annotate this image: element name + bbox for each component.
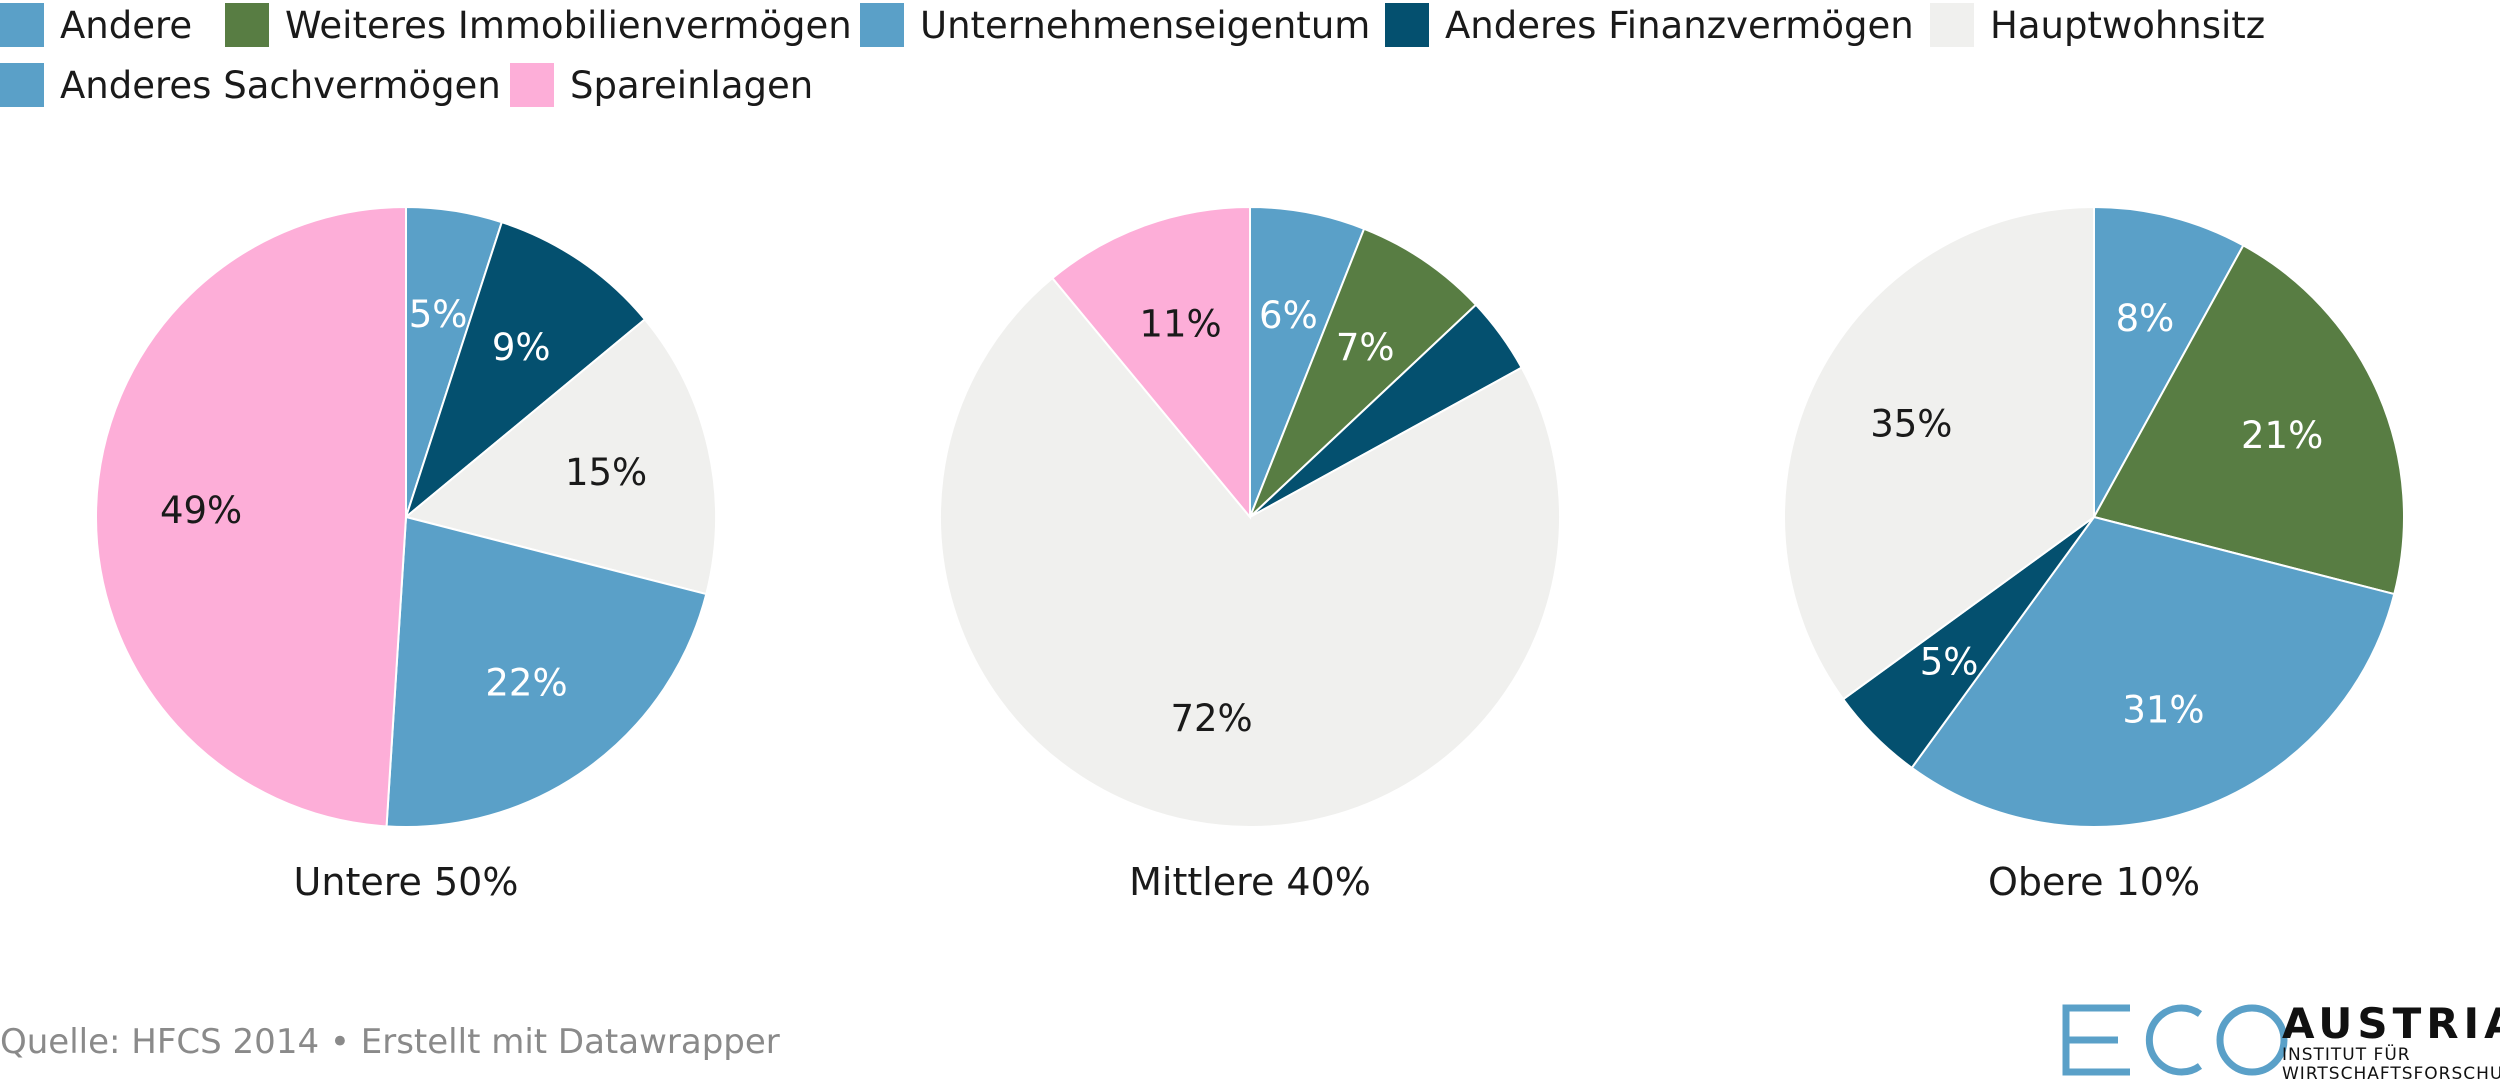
pie-slice [95, 205, 407, 828]
pie-title: Mittlere 40% [1129, 860, 1371, 904]
legend-item: Hauptwohnsitz [1930, 2, 2265, 48]
source-note: Quelle: HFCS 2014 • Erstellt mit Datawra… [0, 1022, 780, 1062]
pie-slice [385, 515, 708, 828]
pie-chart: 8% 21% 31% 5% 35% Obere 10% [1783, 205, 2405, 904]
legend-item: Spareinlagen [510, 62, 813, 108]
logo-line-2: WIRTSCHAFTSFORSCHUNG [2282, 1064, 2500, 1084]
pie-slice [403, 220, 647, 520]
eco-logo-mark [2062, 1004, 2288, 1076]
slice-label: 11% [1139, 303, 1221, 346]
pie-title: Obere 10% [1988, 860, 2200, 904]
legend-swatch [0, 63, 44, 107]
legend-swatch [0, 3, 44, 47]
pie-chart: 5% 9% 15% 22% 49% Untere 50% [95, 205, 717, 904]
pie-chart: 6% 7% 72% 11% Mittlere 40% [939, 205, 1561, 904]
slice-label: 31% [2122, 688, 2204, 731]
logo-line-1: INSTITUT FÜR [2282, 1043, 2411, 1065]
pie-charts: 5% 9% 15% 22% 49% Untere 50% 6% 7% 72% 11% Mittler… [95, 205, 2405, 904]
slice-label: 22% [485, 661, 567, 704]
pie-title: Untere 50% [294, 860, 519, 904]
pie-slice [1910, 515, 2396, 828]
slice-label: 9% [492, 326, 551, 369]
legend-label: Anderes Sachvermögen [60, 63, 501, 107]
legend-swatch [1930, 3, 1974, 47]
slice-label: 21% [2241, 414, 2323, 457]
logo-name: AUSTRIA [2282, 1000, 2500, 1048]
slice-label: 5% [1920, 640, 1979, 683]
pie-slice [2093, 205, 2245, 518]
pie-slice [2092, 243, 2405, 596]
legend-item: Andere [0, 2, 192, 48]
slice-label: 15% [565, 451, 647, 494]
legend-swatch [1385, 3, 1429, 47]
legend-swatch [510, 63, 554, 107]
legend-item: Weiteres Immobilienvermögen [225, 2, 852, 48]
slice-label: 35% [1870, 402, 1952, 445]
chart-legend: Andere Weiteres Immobilienvermögen Unterne… [0, 0, 2500, 110]
legend-item: Anderes Sachvermögen [0, 62, 501, 108]
pie-slice [939, 276, 1561, 828]
pie-slice [1783, 205, 2095, 701]
eco-austria-logo: AUSTRIA INSTITUT FÜR WIRTSCHAFTSFORSCHUN… [2062, 1000, 2500, 1084]
pie-slice [1249, 227, 1478, 518]
slice-label: 72% [1170, 697, 1252, 740]
slice-label: 49% [160, 489, 242, 532]
slice-label: 5% [409, 293, 468, 336]
legend-item: Anderes Finanzvermögen [1385, 2, 1914, 48]
legend-label: Andere [60, 3, 193, 47]
legend-label: Anderes Finanzvermögen [1445, 3, 1914, 47]
legend-label: Spareinlagen [570, 63, 814, 107]
legend-label: Hauptwohnsitz [1990, 3, 2266, 47]
slice-label: 6% [1259, 294, 1318, 337]
pie-slice [1050, 205, 1251, 520]
slice-label: 7% [1336, 326, 1395, 369]
slice-label: 8% [2116, 297, 2175, 340]
pie-slice [403, 317, 717, 596]
legend-swatch [225, 3, 269, 47]
legend-swatch [860, 3, 904, 47]
legend-label: Weiteres Immobilienvermögen [285, 3, 852, 47]
legend-item: Unternehmenseigentum [860, 2, 1370, 48]
legend-label: Unternehmenseigentum [920, 3, 1371, 47]
